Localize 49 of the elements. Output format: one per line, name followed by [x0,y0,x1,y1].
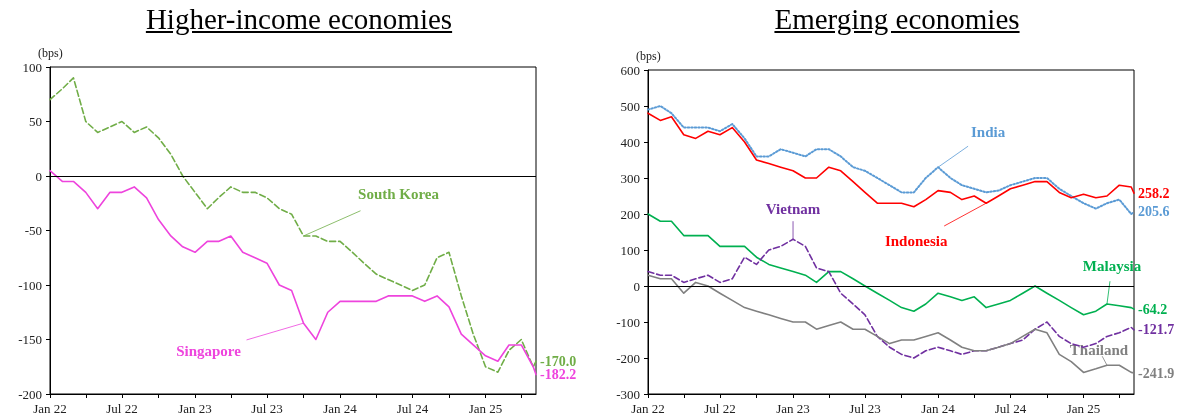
y-tick-label: 0 [633,278,640,294]
y-tick-label: 50 [29,114,42,129]
data-label: 258.2 [1138,185,1170,201]
y-axis-title: (bps) [38,46,63,60]
y-tick-label: -300 [616,386,640,402]
x-tick-label: Jan 25 [468,401,503,416]
x-tick-label: Jul 22 [106,401,138,416]
y-tick-label: 500 [620,98,640,114]
x-tick-label: Jul 23 [251,401,283,416]
data-label: -182.2 [540,367,577,383]
y-tick-label: 0 [35,168,42,184]
x-tick-label: Jan 22 [33,401,67,416]
y-tick-label: 100 [620,242,640,258]
data-label: -170.0 [540,353,577,369]
x-tick-label: Jan 25 [1066,401,1101,416]
data-label: -64.2 [1138,301,1168,317]
y-tick-label: 200 [620,206,640,222]
series-label: Indonesia [884,233,948,250]
y-axis-title: (bps) [636,49,661,63]
x-tick-label: Jan 23 [178,401,212,416]
y-tick-label: -100 [18,277,42,293]
y-tick-label: -150 [18,332,42,347]
y-tick-label: 300 [620,170,640,186]
text: Singapore [176,343,242,360]
y-tick-label: -100 [616,314,640,330]
text: Malaysia [1082,258,1142,274]
chart-title: Higher-income economies [144,2,454,37]
data-label: -121.7 [1138,322,1175,338]
y-tick-label: -200 [616,350,640,366]
chart-title: Emerging economies [773,2,1021,37]
data-label: 205.6 [1138,204,1170,220]
x-tick-label: Jan 24 [921,401,956,416]
x-tick-label: Jan 22 [631,401,665,416]
text: India [970,124,1006,141]
x-tick-label: Jan 24 [323,401,358,416]
x-tick-label: Jul 22 [704,401,736,416]
y-tick-label: -50 [24,223,42,238]
series-label: Thailand [1069,342,1129,359]
text: South Korea [358,185,440,202]
text: Vietnam [765,201,821,218]
y-tick-label: -200 [18,386,42,402]
x-tick-label: Jan 23 [776,401,810,416]
x-tick-label: Jul 24 [396,401,429,416]
y-tick-label: 600 [620,62,640,78]
y-tick-label: 100 [22,59,42,75]
x-tick-label: Jul 23 [849,401,881,416]
y-tick-label: 400 [620,134,640,150]
x-tick-label: Jul 24 [994,401,1027,416]
data-label: -241.9 [1138,365,1175,381]
